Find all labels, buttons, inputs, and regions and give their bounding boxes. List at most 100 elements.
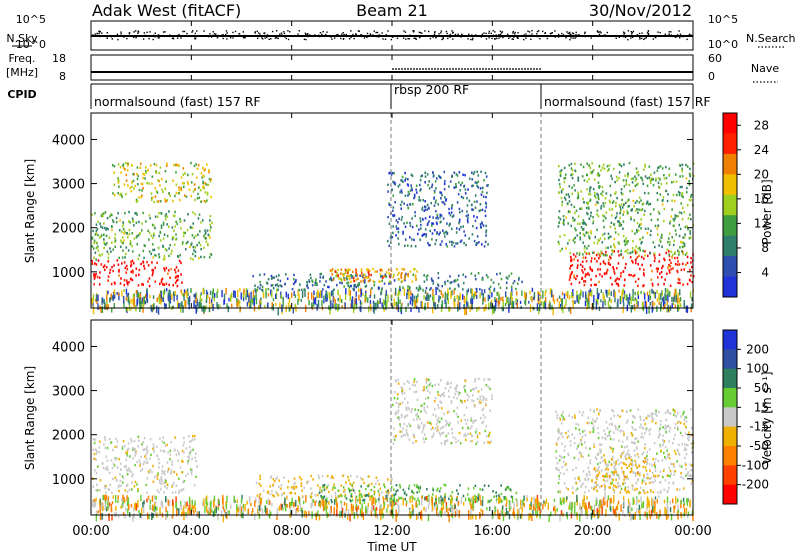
velocity-cell	[117, 495, 119, 500]
power-cell	[589, 186, 592, 189]
power-cell	[666, 272, 668, 275]
power-cell	[539, 303, 541, 312]
nsky-point	[655, 36, 657, 39]
velocity-cell	[441, 508, 443, 514]
velocity-cell	[310, 495, 313, 499]
velocity-cell	[421, 496, 423, 500]
velocity-cell	[658, 495, 660, 499]
velocity-cell	[159, 507, 161, 515]
nsky-point	[215, 33, 217, 35]
velocity-cell	[152, 480, 155, 483]
power-cell	[459, 302, 461, 310]
power-cell	[459, 293, 462, 301]
power-cell	[631, 247, 634, 250]
velocity-cell	[336, 508, 338, 517]
power-cell	[272, 298, 275, 302]
velocity-cell	[188, 445, 191, 449]
power-cell	[147, 229, 150, 233]
nsky-point	[279, 33, 281, 35]
nsky-point	[583, 32, 586, 35]
nsky-point	[483, 32, 485, 34]
nsky-point	[644, 37, 646, 40]
power-cell	[381, 302, 383, 307]
power-cell	[152, 295, 155, 299]
velocity-cell	[157, 472, 159, 475]
power-cell	[426, 278, 428, 281]
power-cell	[441, 304, 443, 309]
power-cell	[600, 204, 603, 208]
velocity-cell	[153, 475, 156, 479]
power-cell	[211, 221, 213, 224]
power-cell	[628, 183, 630, 187]
power-cell	[524, 300, 526, 305]
velocity-cell	[371, 495, 373, 503]
nsky-point	[234, 30, 237, 33]
power-cell	[292, 307, 294, 314]
power-cell	[603, 261, 605, 265]
power-cell	[431, 232, 434, 235]
power-cell	[206, 292, 209, 297]
power-cell	[437, 272, 440, 275]
power-cell	[600, 299, 602, 303]
velocity-cell	[94, 448, 97, 451]
velocity-cell	[94, 499, 97, 507]
nsky-point	[632, 30, 635, 33]
nsky-point	[590, 37, 592, 39]
power-cell	[608, 258, 610, 262]
power-cell	[424, 175, 427, 178]
power-cell	[620, 249, 623, 253]
power-cell	[145, 171, 147, 174]
velocity-cell	[158, 479, 161, 482]
power-cell	[192, 258, 194, 261]
nsky-point	[263, 32, 265, 34]
power-cell	[431, 222, 433, 225]
velocity-cell	[375, 507, 378, 511]
power-cell	[590, 230, 592, 233]
velocity-cell	[591, 505, 593, 512]
power-cell	[294, 303, 296, 310]
power-cell	[402, 232, 404, 235]
power-cell	[585, 273, 588, 276]
power-cell	[600, 250, 602, 253]
power-cell	[442, 217, 445, 220]
power-cell	[437, 284, 440, 287]
power-cell	[604, 254, 607, 257]
power-cell	[567, 290, 569, 296]
power-cell	[209, 290, 212, 296]
power-cell	[114, 282, 116, 285]
power-cell	[668, 250, 670, 253]
nsky-point	[528, 31, 531, 33]
velocity-cell	[251, 508, 254, 513]
velocity-cell	[358, 494, 361, 497]
power-cell	[280, 294, 283, 300]
nsky-point	[447, 37, 449, 40]
power-cell	[195, 295, 197, 304]
velocity-cell	[104, 446, 107, 450]
power-cell	[618, 241, 620, 245]
power-cell	[179, 220, 182, 223]
nsky-label: N.Sky	[6, 32, 38, 45]
power-cell	[681, 249, 683, 253]
velocity-cell	[111, 466, 114, 470]
power-cell	[558, 178, 560, 182]
power-cell	[379, 280, 381, 283]
power-cell	[640, 241, 642, 245]
power-cell	[129, 221, 131, 224]
power-cell	[595, 283, 597, 286]
power-cell	[638, 208, 640, 211]
power-cell	[551, 290, 553, 298]
velocity-cell	[383, 497, 385, 504]
power-cell	[385, 275, 388, 278]
power-cell	[653, 254, 656, 257]
power-cell	[174, 225, 176, 228]
power-cell	[154, 215, 157, 218]
power-cell	[459, 183, 462, 187]
power-cell	[183, 194, 186, 197]
power-cell	[355, 274, 358, 278]
power-cell	[589, 288, 592, 297]
power-cell	[360, 271, 363, 274]
velocity-cell	[261, 508, 264, 514]
velocity-cell	[181, 459, 183, 463]
velocity-cell	[456, 508, 458, 515]
power-cell	[658, 244, 660, 247]
